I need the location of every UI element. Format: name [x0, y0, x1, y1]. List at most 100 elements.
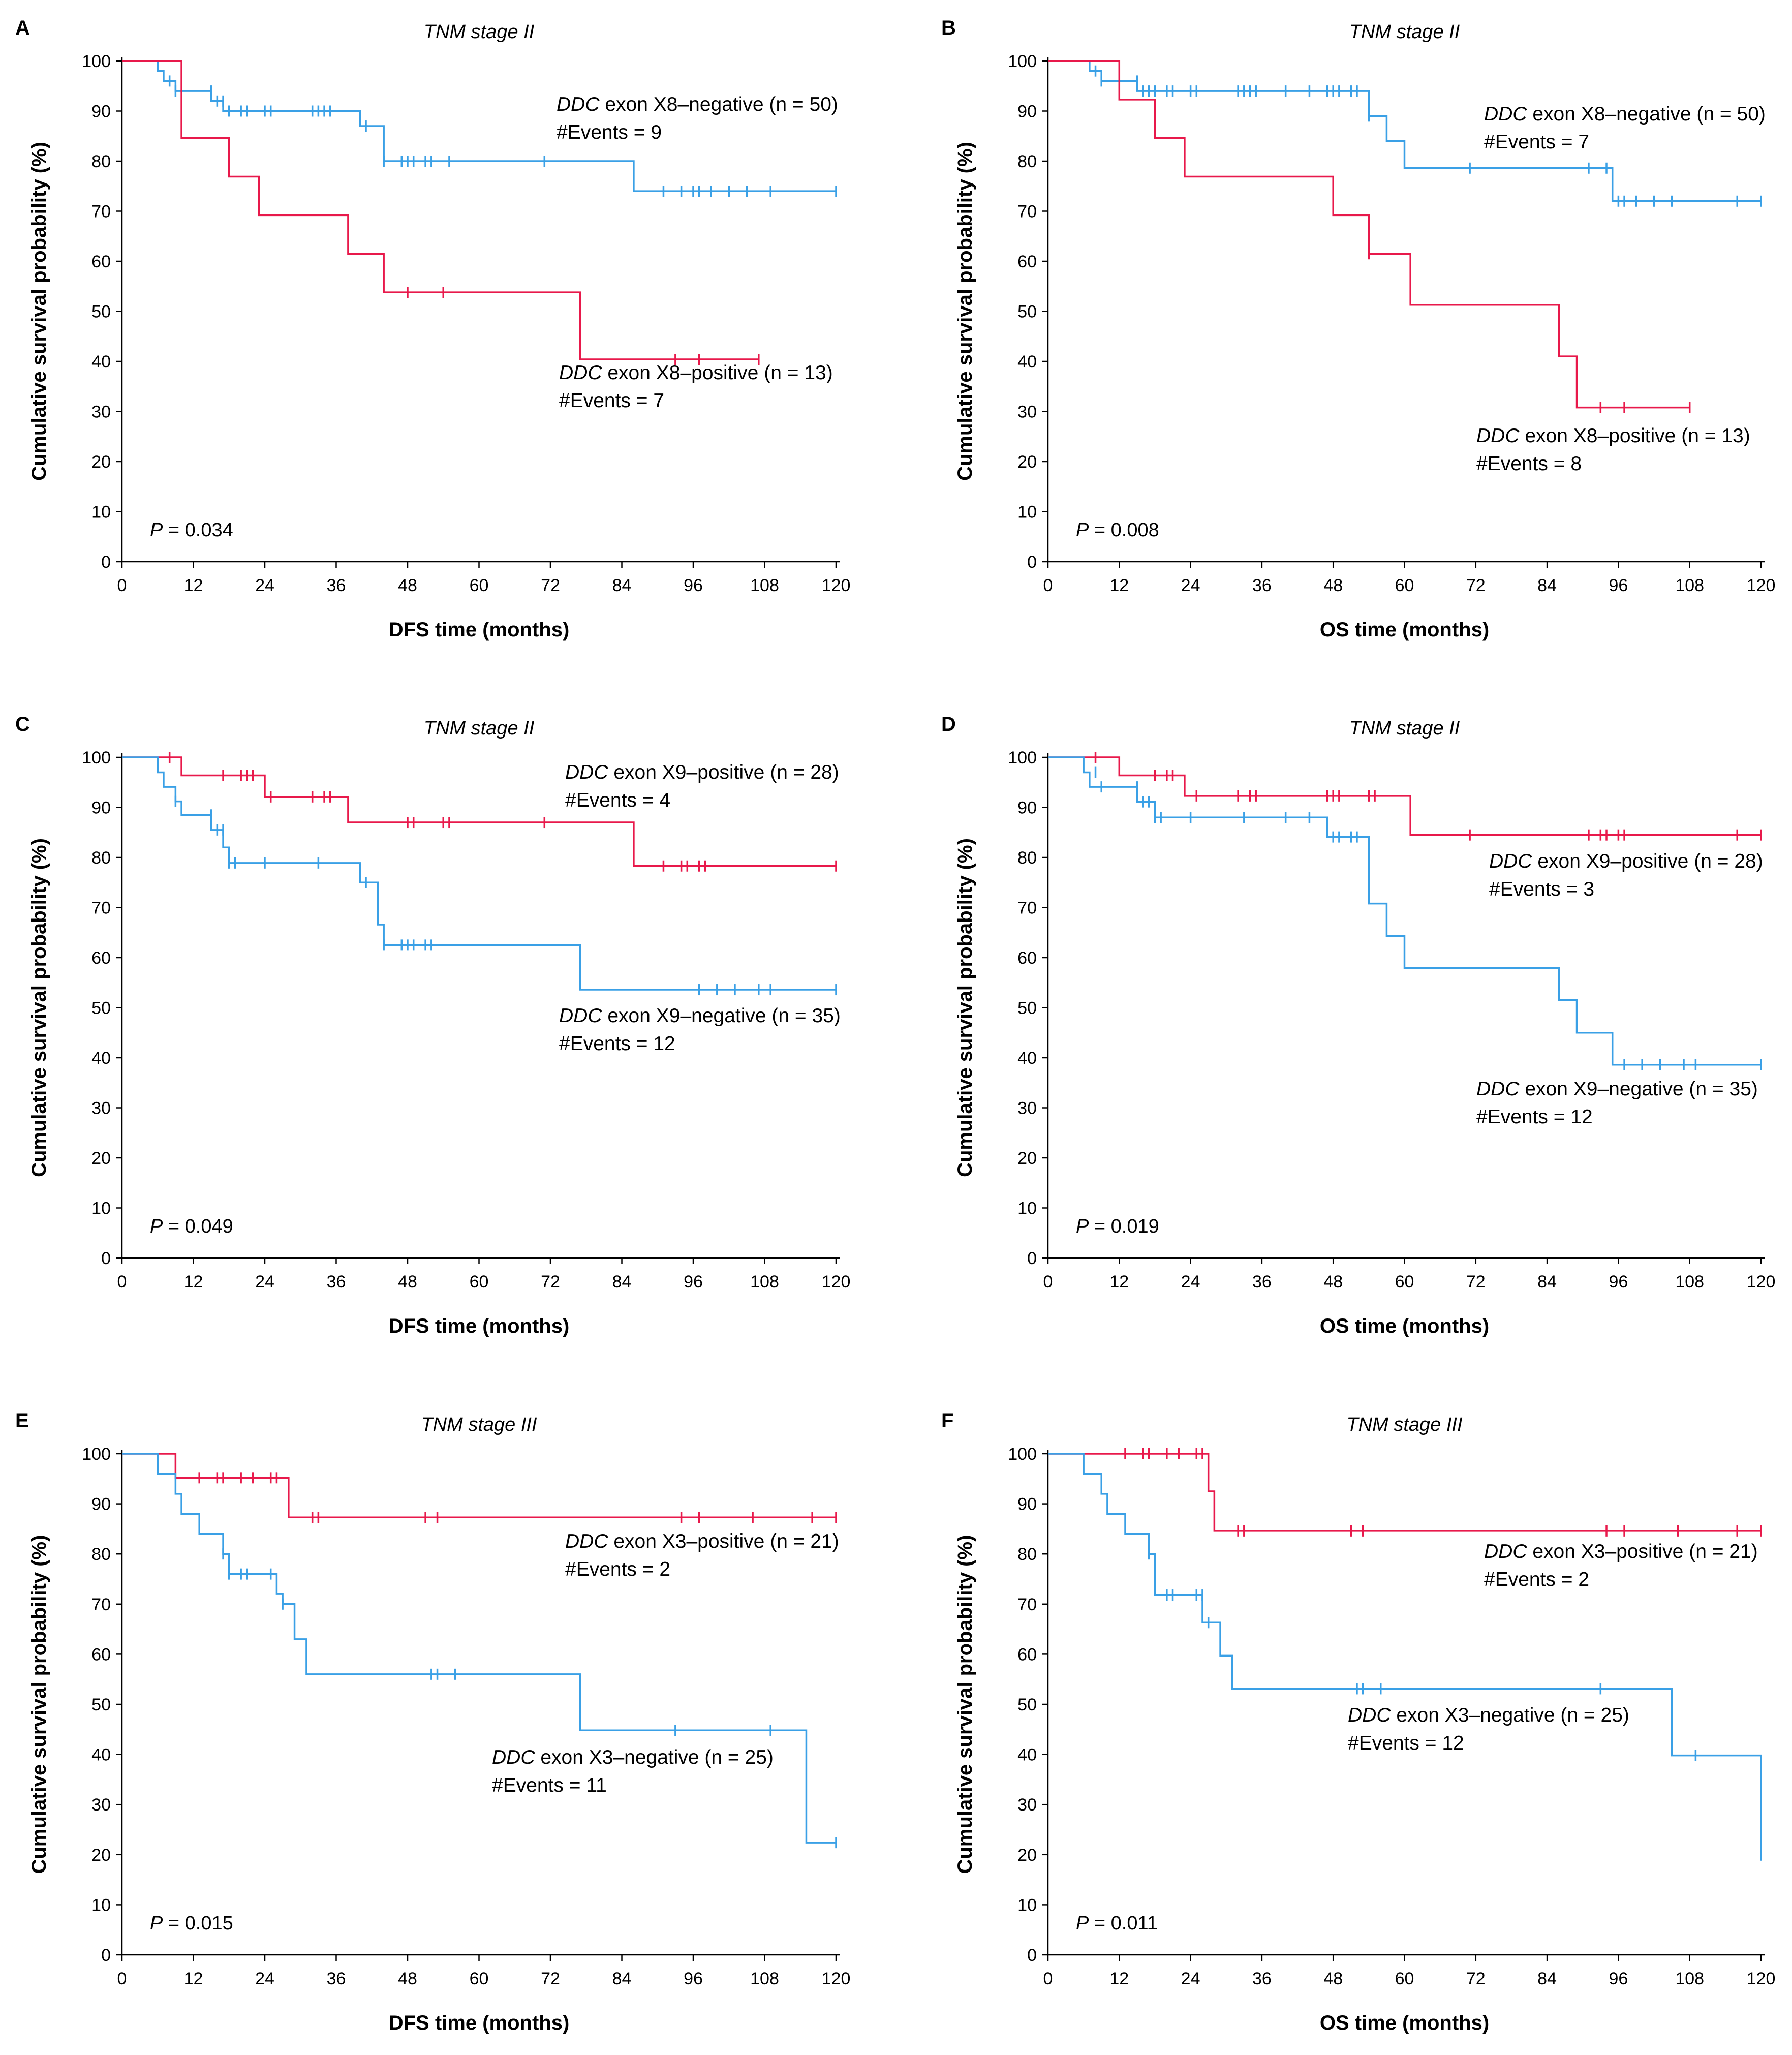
- panel-d: D TNM stage II 0 10 20 30 40 50 60 70 80 90 100 0 12 24…: [941, 713, 1775, 1337]
- panel-b-series-blue-events: #Events = 7: [1484, 131, 1589, 153]
- panel-b-x-axis-title: OS time (months): [1320, 619, 1489, 641]
- panel-a-series-blue-label: DDC exon X8–negative (n = 50): [557, 94, 838, 115]
- panel-c-x-tick-label: 108: [750, 1272, 779, 1292]
- panel-e-p-value: P = 0.015: [150, 1913, 233, 1934]
- panel-c-title: TNM stage II: [424, 718, 535, 739]
- panel-b-x-tick-label: 108: [1675, 576, 1704, 595]
- panel-f-x-tick-label: 120: [1747, 1969, 1776, 1988]
- panel-e-x-tick-label: 12: [184, 1969, 203, 1988]
- panel-f-x-tick-label: 60: [1395, 1969, 1414, 1988]
- panel-f-x-tick-label: 48: [1323, 1969, 1343, 1988]
- panel-f-y-tick-label: 30: [1017, 1795, 1037, 1815]
- panel-e-x-tick-label: 24: [255, 1969, 274, 1988]
- panel-c-y-axis-title: Cumulative survival probability (%): [28, 838, 50, 1177]
- panel-e-series-blue-curve: [122, 1453, 836, 1844]
- panel-f-y-tick-label: 0: [1027, 1946, 1037, 1965]
- panel-f-series-red-events: #Events = 2: [1484, 1569, 1589, 1590]
- panel-f-y-tick-label: 100: [1008, 1445, 1037, 1464]
- panel-f-y-tick-label: 70: [1017, 1595, 1037, 1614]
- panel-b-letter: B: [941, 17, 956, 39]
- panel-a-y-tick-label: 50: [91, 302, 111, 322]
- panel-f-series-blue-curve: [1048, 1453, 1762, 1855]
- panel-a-x-axis-title: DFS time (months): [389, 619, 570, 641]
- panel-a-x-tick-label: 108: [750, 576, 779, 595]
- panel-a: A TNM stage II 0 10 20 30 40 50 60 70 80 90 100 0 12 24…: [15, 17, 850, 641]
- panel-d-x-tick-label: 60: [1395, 1272, 1414, 1292]
- panel-f-y-tick-label: 40: [1017, 1745, 1037, 1765]
- panel-c-x-tick-label: 0: [117, 1272, 127, 1292]
- panel-b-series-blue-curve: [1048, 60, 1761, 202]
- panel-c-y-tick-label: 40: [91, 1049, 111, 1068]
- panel-e-x-tick-label: 0: [117, 1969, 127, 1988]
- panel-c-y-tick-label: 0: [101, 1249, 111, 1268]
- panel-d-x-tick-label: 24: [1181, 1272, 1200, 1292]
- panel-c-y-tick-label: 70: [91, 899, 111, 918]
- panel-d-x-tick-label: 48: [1323, 1272, 1343, 1292]
- panel-f-x-tick-label: 24: [1181, 1969, 1200, 1988]
- panel-c-x-tick-label: 84: [612, 1272, 632, 1292]
- panel-b-y-axis-title: Cumulative survival probability (%): [954, 142, 976, 481]
- panel-d-y-axis-title: Cumulative survival probability (%): [954, 838, 976, 1177]
- panel-a-y-tick-label: 10: [91, 503, 111, 522]
- panel-e-y-tick-label: 100: [82, 1445, 111, 1464]
- panel-d-series-blue-curve: [1048, 756, 1761, 1066]
- panel-a-x-tick-label: 84: [612, 576, 632, 595]
- panel-c-y-tick-label: 80: [91, 848, 111, 868]
- panel-b-y-tick-label: 20: [1017, 452, 1037, 472]
- panel-b-x-tick-label: 48: [1323, 576, 1343, 595]
- panel-d-series-blue-label: DDC exon X9–negative (n = 35): [1476, 1078, 1758, 1100]
- panel-a-x-tick-label: 72: [541, 576, 560, 595]
- panel-c-series-red-curve: [122, 756, 836, 867]
- panel-d-y-tick-label: 50: [1017, 999, 1037, 1018]
- panel-b-y-tick-label: 30: [1017, 403, 1037, 422]
- panel-e-x-tick-label: 96: [684, 1969, 703, 1988]
- panel-a-y-tick-label: 90: [91, 102, 111, 121]
- panel-d-title: TNM stage II: [1349, 718, 1460, 739]
- panel-c-x-tick-label: 72: [541, 1272, 560, 1292]
- panel-e-title: TNM stage III: [421, 1414, 537, 1435]
- panel-e-series-blue-events: #Events = 11: [492, 1774, 607, 1796]
- panel-a-y-tick-label: 80: [91, 152, 111, 171]
- panel-b-y-tick-label: 80: [1017, 152, 1037, 171]
- panel-d-x-axis-title: OS time (months): [1320, 1315, 1489, 1337]
- panel-f-p-value: P = 0.011: [1076, 1913, 1158, 1934]
- panel-b-p-value: P = 0.008: [1076, 519, 1159, 541]
- panel-b-y-tick-label: 10: [1017, 503, 1037, 522]
- panel-f-y-axis-title: Cumulative survival probability (%): [954, 1535, 976, 1874]
- panel-c-letter: C: [15, 713, 30, 735]
- panel-e: E TNM stage III 0 10 20 30 40 50 60 70 80 90 100 0 12 2…: [15, 1409, 850, 2034]
- panel-a-x-tick-label: 60: [470, 576, 489, 595]
- panel-b-series-red-events: #Events = 8: [1476, 453, 1582, 475]
- panel-e-series-blue-label: DDC exon X3–negative (n = 25): [492, 1746, 774, 1768]
- panel-e-y-tick-label: 20: [91, 1846, 111, 1865]
- panel-e-y-tick-label: 10: [91, 1895, 111, 1915]
- panel-c-series-red-label: DDC exon X9–positive (n = 28): [565, 761, 839, 783]
- panel-c: C TNM stage II 0 10 20 30 40 50 60 70 80 90 100 0 12 24…: [15, 713, 850, 1337]
- panel-f-y-tick-label: 80: [1017, 1545, 1037, 1564]
- panel-d-series-red-events: #Events = 3: [1489, 878, 1594, 900]
- panel-f-title: TNM stage III: [1346, 1414, 1462, 1435]
- panel-b-x-tick-label: 24: [1181, 576, 1200, 595]
- panel-e-letter: E: [15, 1409, 29, 1432]
- panel-f-y-tick-label: 60: [1017, 1645, 1037, 1664]
- panel-e-x-tick-label: 84: [612, 1969, 632, 1988]
- panel-c-x-tick-label: 96: [684, 1272, 703, 1292]
- panel-c-y-tick-label: 30: [91, 1099, 111, 1118]
- panel-b-y-tick-label: 0: [1027, 553, 1037, 572]
- panel-c-x-tick-label: 24: [255, 1272, 274, 1292]
- panel-d-y-tick-label: 0: [1027, 1249, 1037, 1268]
- panel-d-x-tick-label: 84: [1537, 1272, 1557, 1292]
- panel-f: F TNM stage III 0 10 20 30 40 50 60 70 80 90 100 0 12 2…: [941, 1409, 1775, 2034]
- panel-b-y-tick-label: 100: [1008, 52, 1037, 71]
- panel-b-x-tick-label: 60: [1395, 576, 1414, 595]
- panel-d-y-tick-label: 30: [1017, 1099, 1037, 1118]
- panel-a-p-value: P = 0.034: [150, 519, 233, 541]
- panel-c-x-tick-label: 60: [470, 1272, 489, 1292]
- panel-b-y-tick-label: 70: [1017, 202, 1037, 222]
- panel-b-x-tick-label: 12: [1109, 576, 1129, 595]
- panel-a-x-tick-label: 36: [327, 576, 346, 595]
- panel-a-y-tick-label: 30: [91, 403, 111, 422]
- panel-e-y-tick-label: 40: [91, 1745, 111, 1765]
- panel-e-y-axis-title: Cumulative survival probability (%): [28, 1535, 50, 1874]
- panel-f-x-tick-label: 108: [1675, 1969, 1704, 1988]
